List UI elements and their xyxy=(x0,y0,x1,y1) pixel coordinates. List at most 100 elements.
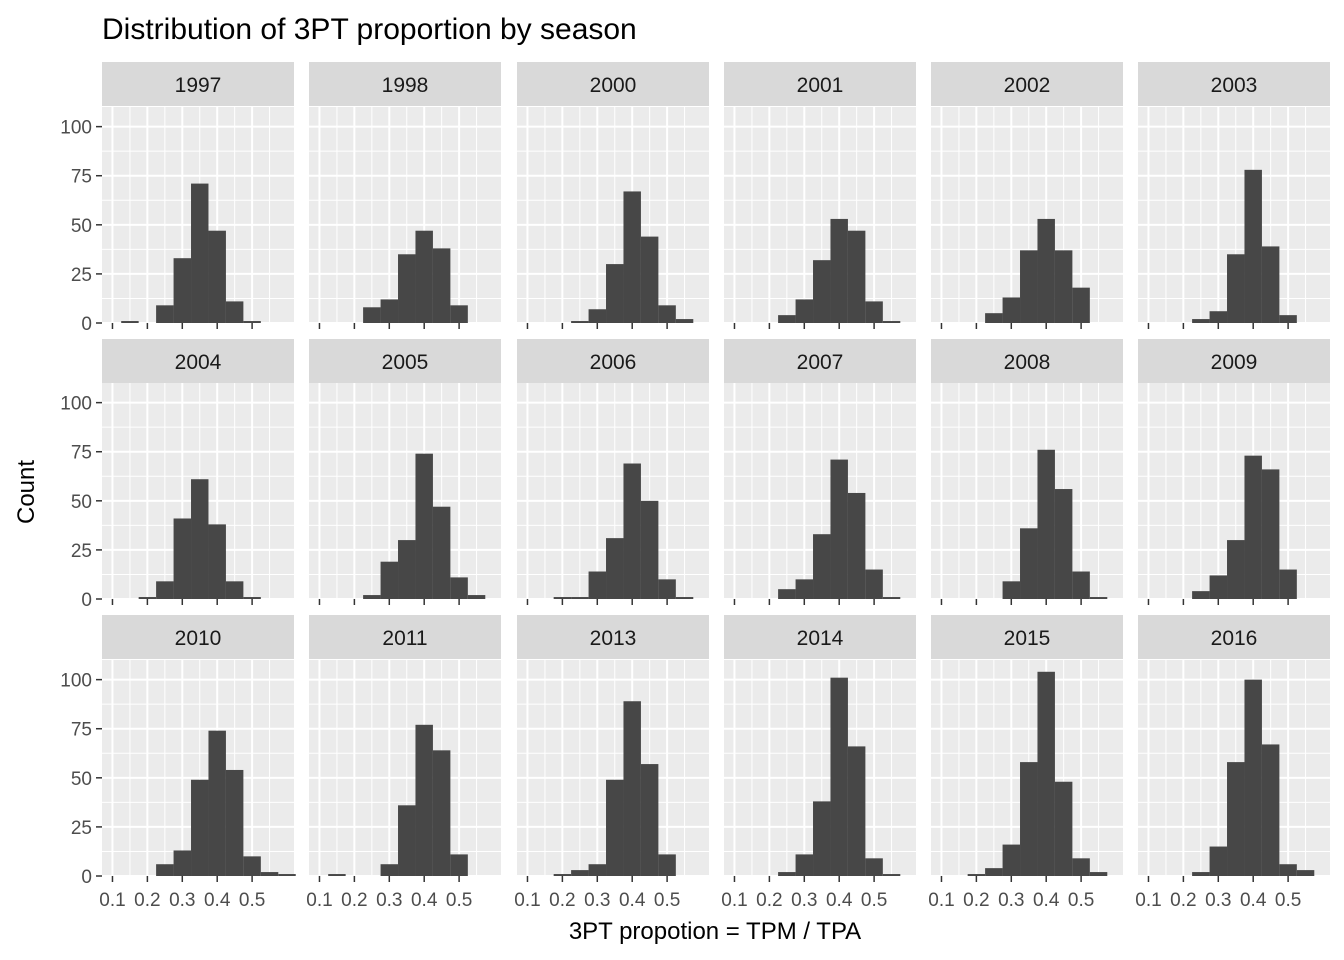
histogram-bar xyxy=(1192,319,1210,323)
facet-strip xyxy=(517,62,709,106)
histogram-bar xyxy=(1002,581,1021,599)
facet-strip xyxy=(931,62,1123,106)
histogram-bar xyxy=(675,597,694,599)
histogram-bar xyxy=(588,571,607,599)
histogram-bar xyxy=(1072,858,1090,876)
histogram-bar xyxy=(450,854,468,876)
histogram-bar xyxy=(865,569,883,599)
facet-strip-label: 2000 xyxy=(590,74,637,97)
facet-strip-label: 2005 xyxy=(382,351,429,374)
histogram-bar xyxy=(208,524,226,599)
y-axis-label: Count xyxy=(13,460,40,524)
y-tick-label: 50 xyxy=(71,492,92,513)
x-axis-label: 3PT propotion = TPM / TPA xyxy=(569,918,861,945)
facet-strip xyxy=(724,339,916,383)
facet-strip-label: 2003 xyxy=(1211,74,1258,97)
histogram-bar xyxy=(606,779,624,876)
x-tick-label: 0.2 xyxy=(134,890,160,911)
facet-strip xyxy=(1138,615,1330,659)
facet-panel: 2001 xyxy=(724,62,916,329)
facet-panel: 2007 xyxy=(724,339,916,605)
histogram-bar xyxy=(795,299,814,323)
histogram-bar xyxy=(1227,762,1245,876)
histogram-bar xyxy=(380,864,399,876)
histogram-bar xyxy=(415,453,433,599)
histogram-bar xyxy=(1089,872,1108,876)
facet-strip xyxy=(102,62,294,106)
histogram-bar xyxy=(1072,287,1090,323)
histogram-bar xyxy=(1209,311,1228,323)
x-tick-label: 0.3 xyxy=(791,890,817,911)
facet-strip-label: 2011 xyxy=(382,627,427,650)
histogram-bar xyxy=(967,874,986,876)
histogram-bar xyxy=(1261,246,1280,323)
histogram-bar xyxy=(450,305,468,323)
facet-panel: 2000 xyxy=(517,62,709,329)
histogram-bar xyxy=(432,750,451,876)
histogram-bar xyxy=(380,299,399,323)
x-tick-label: 0.1 xyxy=(99,890,125,911)
facet-strip xyxy=(102,615,294,659)
x-tick-label: 0.5 xyxy=(446,890,472,911)
facet-strip xyxy=(931,615,1123,659)
facet-strip-label: 2007 xyxy=(797,351,844,374)
histogram-bar xyxy=(1054,489,1073,599)
histogram-bar xyxy=(658,579,676,599)
histogram-bar xyxy=(1227,254,1245,323)
histogram-bar xyxy=(571,870,589,876)
x-tick-label: 0.3 xyxy=(376,890,402,911)
histogram-bar xyxy=(813,260,831,323)
x-tick-label: 0.2 xyxy=(549,890,575,911)
x-tick-label: 0.4 xyxy=(619,890,646,911)
facet-panel: 2006 xyxy=(517,339,709,605)
histogram-bar xyxy=(1296,870,1315,876)
histogram-bar xyxy=(363,307,381,323)
y-tick-label: 100 xyxy=(60,671,92,692)
histogram-bar xyxy=(243,597,261,599)
facet-strip-label: 2002 xyxy=(1004,74,1051,97)
y-tick-label: 25 xyxy=(71,818,92,839)
facet-panel: 2014 0.1 0.2 0.3 0.4 0.5 xyxy=(721,615,916,911)
facet-panel: 2010 0 25 50 75 100 0.1 0.2 0.3 0.4 0.5 xyxy=(60,615,296,911)
y-tick-label: 0 xyxy=(81,314,92,335)
histogram-bar xyxy=(588,309,607,323)
facet-panel: 2002 xyxy=(931,62,1123,329)
x-tick-label: 0.4 xyxy=(1033,890,1060,911)
histogram-bar xyxy=(1037,449,1055,599)
histogram-bar xyxy=(398,805,416,876)
x-tick-label: 0.4 xyxy=(411,890,438,911)
histogram-bar xyxy=(328,874,346,876)
histogram-bar xyxy=(1244,455,1262,599)
histogram-bar xyxy=(208,730,226,876)
histogram-bar xyxy=(1002,844,1021,876)
x-tick-label: 0.1 xyxy=(306,890,332,911)
histogram-bar xyxy=(882,597,901,599)
histogram-bar xyxy=(795,854,814,876)
x-tick-label: 0.5 xyxy=(1068,890,1094,911)
histogram-bar xyxy=(830,218,848,323)
y-tick-label: 0 xyxy=(81,590,92,611)
histogram-bar xyxy=(553,597,572,599)
histogram-bar xyxy=(1244,679,1262,876)
histogram-bar xyxy=(398,540,416,599)
x-tick-label: 0.5 xyxy=(654,890,680,911)
facet-panel: 2009 xyxy=(1138,339,1330,605)
x-tick-label: 0.3 xyxy=(584,890,610,911)
histogram-bar xyxy=(658,305,676,323)
histogram-bar xyxy=(865,858,883,876)
histogram-bar xyxy=(588,864,607,876)
histogram-bar xyxy=(1227,540,1245,599)
histogram-bar xyxy=(640,500,659,599)
histogram-bar xyxy=(243,321,261,323)
histogram-bar xyxy=(156,581,174,599)
facet-strip-label: 2001 xyxy=(797,74,844,97)
x-tick-label: 0.5 xyxy=(239,890,265,911)
x-tick-label: 0.3 xyxy=(998,890,1024,911)
histogram-bar xyxy=(1209,575,1228,599)
histogram-bar xyxy=(432,248,451,323)
histogram-bar xyxy=(121,321,139,323)
histogram-bar xyxy=(778,589,796,599)
x-tick-label: 0.4 xyxy=(1240,890,1267,911)
